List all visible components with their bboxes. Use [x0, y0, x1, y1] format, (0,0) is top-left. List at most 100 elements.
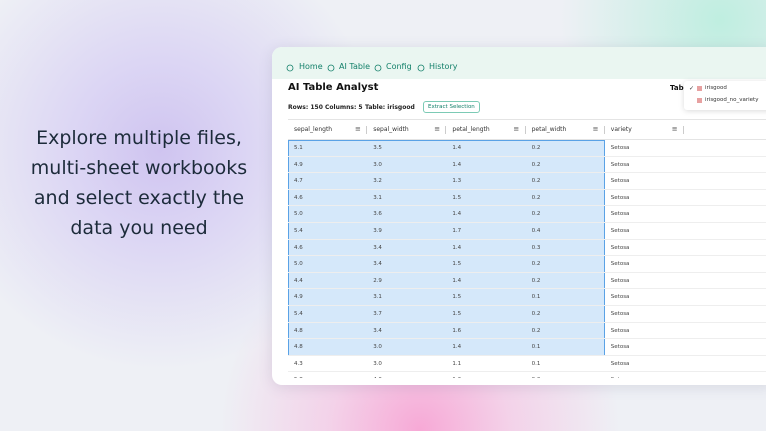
nav-ai-table[interactable]: AI Table: [339, 62, 371, 71]
headline-line: multi-sheet workbooks: [30, 157, 248, 179]
table-cell: 5.0: [294, 211, 303, 218]
table-cell: 4.9: [294, 294, 303, 301]
filter-icon: ≡: [671, 125, 678, 133]
table-cell: 3.2: [373, 178, 382, 185]
table-cell: 3.9: [373, 228, 382, 234]
row-line: [288, 271, 766, 273]
row-line: [288, 255, 766, 257]
table-cell: 4.0: [373, 377, 382, 378]
table-cell: 3.0: [373, 360, 382, 367]
table-cell: 4.7: [294, 178, 303, 185]
table-cell: 4.8: [294, 327, 303, 334]
nav-icons: [286, 64, 425, 72]
table-cell: 1.5: [452, 194, 462, 201]
column-divider: [366, 126, 368, 134]
app-title: AI Table Analyst: [288, 82, 379, 93]
file-icon: [697, 98, 702, 103]
filter-icon: ≡: [434, 125, 441, 133]
table-cell: 0.2: [531, 327, 541, 334]
table-cell: 3.5: [373, 145, 382, 151]
table-cell: 4.9: [294, 161, 303, 168]
table-cell: Setosa: [610, 145, 630, 151]
selection: [288, 140, 605, 356]
table-cell: Setosa: [610, 161, 630, 168]
table: sepal_length ≡ sepal_width ≡ petal_length ≡ pe…: [288, 119, 766, 378]
column-header: petal_length: [452, 126, 490, 133]
stat: Columns: 5: [325, 104, 363, 111]
table-cell: 4.3: [294, 360, 303, 367]
table-cell: 0.2: [531, 277, 541, 284]
table-cell: 5.8: [294, 377, 303, 378]
table-cell: 1.4: [452, 145, 462, 151]
table-cell: 0.2: [531, 145, 541, 151]
app-window: Home AI Table Config History AI Table An…: [272, 47, 766, 385]
table-cell: 5.1: [294, 145, 303, 151]
row-line: [288, 188, 766, 190]
nav-history[interactable]: History: [429, 62, 458, 71]
table-cell: 0.2: [531, 261, 541, 268]
table-cell: 0.2: [531, 211, 541, 218]
table-cell: 2.9: [373, 277, 382, 284]
headline-line: data you need: [70, 217, 208, 239]
filter-icon: ≡: [592, 125, 599, 133]
table-cell: 1.2: [452, 377, 461, 378]
table-cell: 4.8: [294, 344, 303, 351]
headline-line: and select exactly the: [33, 187, 245, 209]
table-cell: 0.1: [531, 360, 541, 367]
table-cell: 1.5: [452, 294, 462, 301]
row-line: [288, 172, 766, 174]
table-cell: Setosa: [610, 228, 630, 234]
row-line: [288, 155, 766, 157]
table-cell: 4.4: [294, 277, 303, 284]
extract-button[interactable]: Extract Selection: [423, 101, 480, 113]
table-cell: 3.0: [373, 161, 382, 168]
headline-line: Explore multiple files,: [36, 127, 242, 149]
table-cell: 1.4: [452, 277, 462, 284]
filter-icon: ≡: [513, 125, 520, 133]
table-cell: 3.4: [373, 327, 382, 334]
table-cell: 3.0: [373, 344, 382, 351]
column-header: sepal_length: [294, 126, 333, 133]
stat: Table: irisgood: [365, 104, 415, 111]
row-line: [288, 371, 766, 373]
table-cell: 5.4: [294, 311, 303, 317]
dropdown-item[interactable]: irisgood_no_variety: [705, 97, 759, 103]
column-divider: [445, 126, 447, 134]
table-cell: 3.1: [373, 294, 382, 301]
row-line: [288, 321, 766, 323]
table-cell: 0.1: [531, 294, 541, 301]
table-cell: Setosa: [610, 344, 630, 351]
table-cell: Setosa: [610, 311, 630, 317]
table-cell: 0.2: [531, 194, 541, 201]
table-cell: Setosa: [611, 377, 630, 378]
table-cell: 1.6: [452, 327, 462, 334]
row-line: [288, 205, 766, 207]
nav-home[interactable]: Home: [299, 62, 323, 71]
table-cell: 0.3: [531, 244, 541, 251]
row-line: [288, 222, 766, 223]
stat: Rows: 150: [288, 104, 323, 111]
table-cell: Setosa: [610, 211, 630, 218]
column-divider: [603, 126, 605, 134]
nav-bar: [272, 47, 766, 79]
row-line: [288, 238, 766, 240]
row-line: [288, 305, 766, 306]
table-cell: 1.4: [452, 161, 462, 168]
table-cell: 0.2: [531, 161, 541, 168]
table-cell: Setosa: [610, 360, 630, 367]
nav-config[interactable]: Config: [386, 62, 412, 71]
table-cell: 4.6: [294, 194, 303, 201]
dropdown-item[interactable]: irisgood: [705, 85, 727, 91]
checkmark: ✓: [689, 85, 695, 92]
table-cell: 3.7: [373, 311, 382, 317]
column-divider: [683, 126, 684, 134]
table-cell: 1.7: [452, 228, 462, 234]
table-cell: 5.4: [294, 228, 303, 234]
column-divider: [524, 126, 526, 134]
column-header: sepal_width: [373, 126, 409, 133]
table-cell: 3.6: [373, 211, 382, 218]
row-line: [288, 338, 766, 340]
